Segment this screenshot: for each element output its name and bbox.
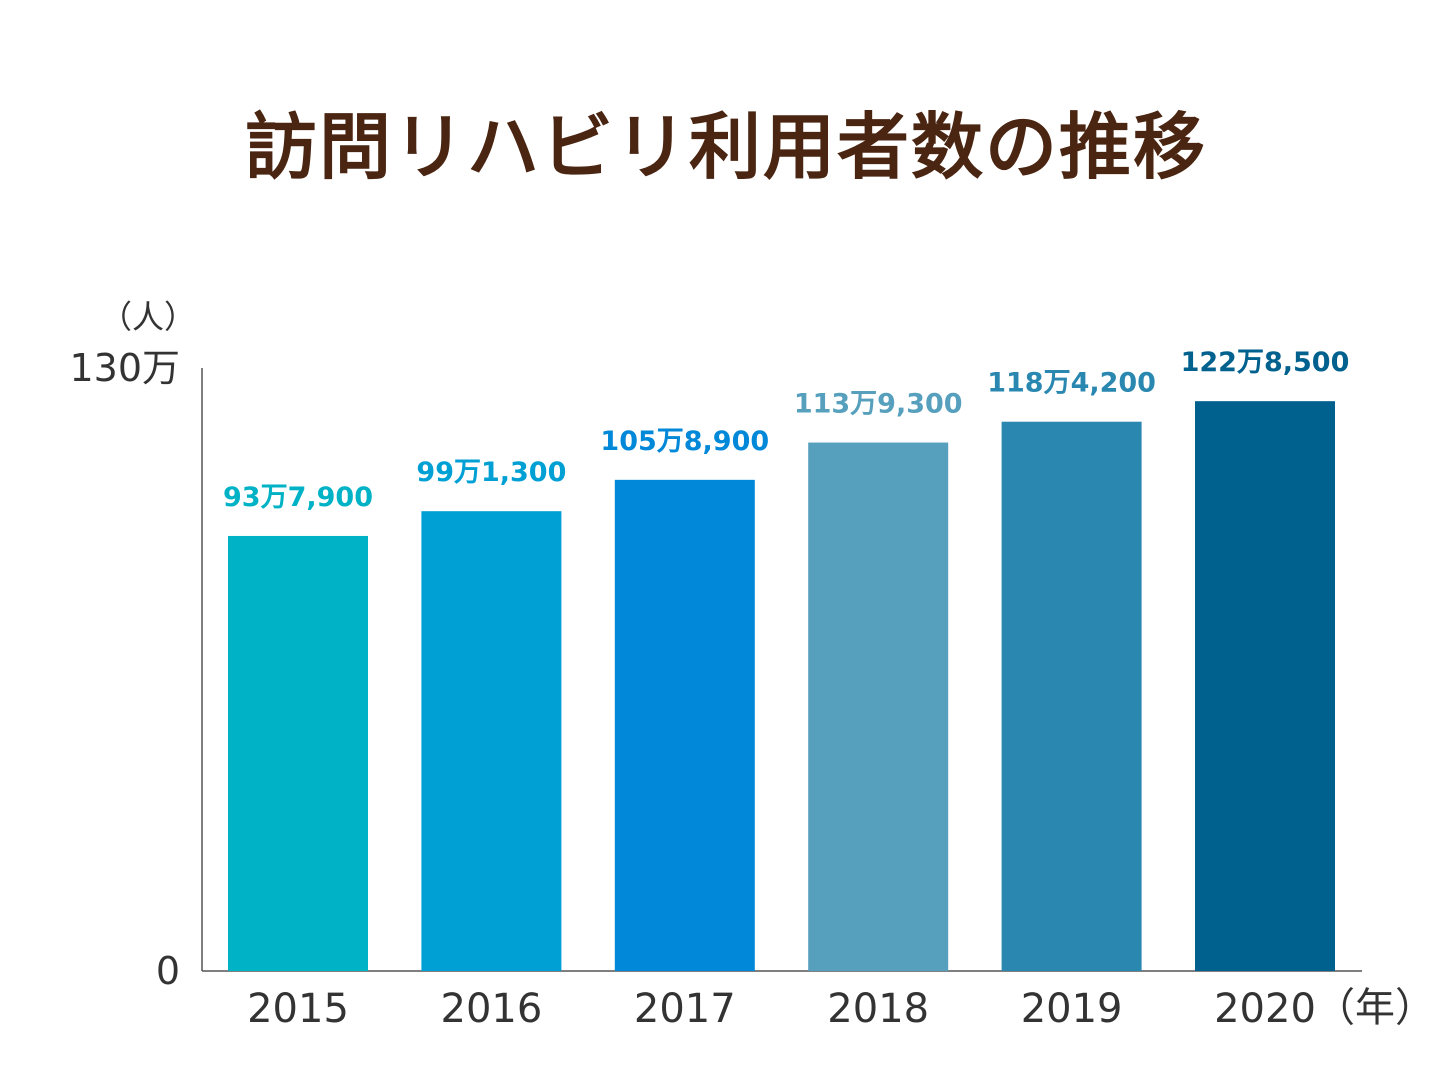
bar-2015 xyxy=(228,535,368,971)
y-ticks: 0 130万 xyxy=(69,346,180,993)
bar-2019 xyxy=(1001,421,1142,971)
value-label-2015: 93万7,900 xyxy=(223,482,373,513)
value-label-2020: 122万8,500 xyxy=(1181,347,1350,378)
x-tick-label-2015: 2015 xyxy=(247,986,349,1032)
bar-2016 xyxy=(421,511,562,971)
x-tick-label-2016: 2016 xyxy=(441,986,543,1032)
x-tick-label-2019: 2019 xyxy=(1021,986,1123,1032)
bar-2020 xyxy=(1195,401,1335,971)
value-label-2017: 105万8,900 xyxy=(600,426,769,457)
value-label-2019: 118万4,200 xyxy=(987,368,1156,399)
value-label-2018: 113万9,300 xyxy=(794,389,963,420)
category-labels-group: 2015 2016 2017 2018 2019 2020 xyxy=(247,986,1316,1032)
value-label-2016: 99万1,300 xyxy=(416,457,566,488)
bar-2018 xyxy=(808,442,949,972)
x-tick-label-2017: 2017 xyxy=(634,986,736,1032)
y-unit-label: （人） xyxy=(100,298,196,336)
x-tick-label-2020: 2020 xyxy=(1214,986,1316,1032)
x-unit-label: （年） xyxy=(1315,985,1435,1031)
value-labels-group: 93万7,900 99万1,300 105万8,900 113万9,300 118万4,… xyxy=(223,347,1349,513)
bar-2017 xyxy=(614,479,755,971)
bars-group xyxy=(228,401,1335,972)
y-tick-label: 130万 xyxy=(69,346,180,390)
x-tick-label-2018: 2018 xyxy=(827,986,929,1032)
y-tick-label: 0 xyxy=(156,949,180,993)
chart-title: 訪問リハビリ利用者数の推移 xyxy=(244,105,1207,189)
